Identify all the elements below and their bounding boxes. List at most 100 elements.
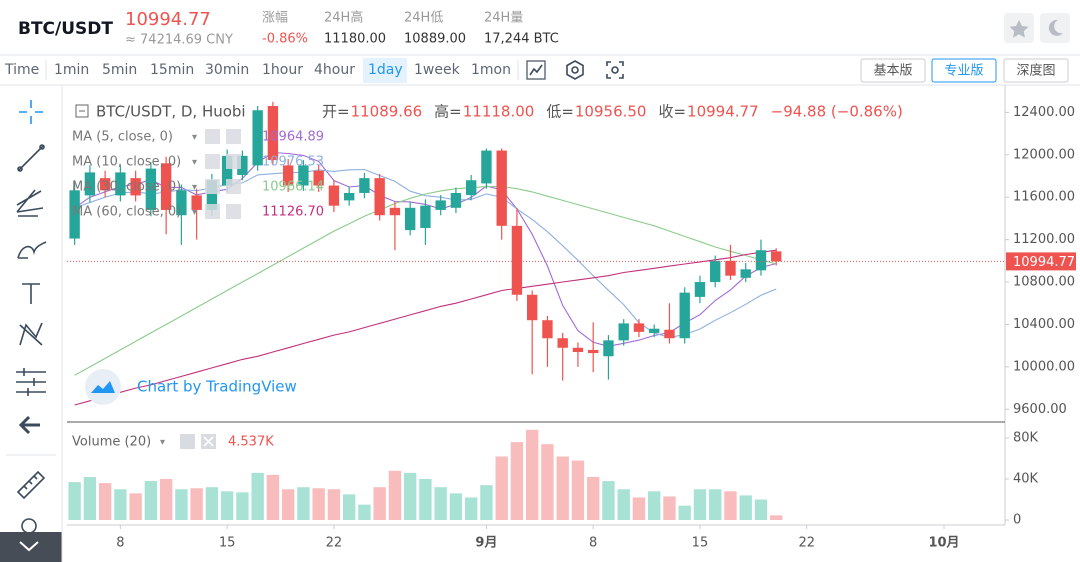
text-tool[interactable] bbox=[22, 283, 40, 304]
interval[interactable]: 15min bbox=[150, 62, 194, 78]
interval[interactable]: 1mon bbox=[471, 62, 511, 78]
volume-bar bbox=[312, 488, 325, 520]
version-button-label: 专业版 bbox=[944, 64, 983, 79]
stat-value: -0.86% bbox=[262, 32, 308, 47]
version-button[interactable] bbox=[860, 58, 926, 83]
volume-bar bbox=[739, 495, 752, 520]
ohlc-label: 收= bbox=[658, 103, 686, 121]
interval[interactable]: 1day bbox=[368, 62, 403, 78]
x-tick-label: 22 bbox=[798, 536, 815, 551]
indicator-icon[interactable] bbox=[526, 60, 546, 80]
volume-value: 4.537K bbox=[228, 435, 274, 450]
interval[interactable]: 4hour bbox=[314, 62, 355, 78]
fullscreen-icon[interactable] bbox=[606, 61, 624, 79]
stat-value: 11180.00 bbox=[324, 32, 386, 47]
candle-body bbox=[511, 225, 523, 295]
legend: 开= 11089.66 高= 11118.00 低= 10956.50 收= 10994.77… bbox=[72, 103, 903, 220]
stats: 涨幅 -0.86% 24H高 11180.00 24H低 10889.00 24H量 17,2… bbox=[262, 10, 559, 47]
interval[interactable]: 5min bbox=[102, 62, 137, 78]
volume-bar bbox=[159, 479, 173, 520]
candle-body bbox=[191, 195, 202, 210]
settings-icon[interactable] bbox=[205, 154, 220, 169]
last-price-label: 10994.77 bbox=[1013, 255, 1075, 270]
volume-bar bbox=[510, 442, 524, 520]
candle-body bbox=[771, 251, 782, 262]
drawing-tools bbox=[0, 85, 63, 562]
ma-name: MA (10, close, 0) bbox=[72, 155, 181, 170]
fullscreen-glyph bbox=[611, 66, 619, 74]
crosshair-tool[interactable] bbox=[19, 100, 43, 124]
candle-body bbox=[374, 178, 385, 216]
tool-dot bbox=[39, 144, 45, 150]
ma-line bbox=[74, 249, 777, 406]
volume-bar bbox=[281, 489, 295, 520]
version-button[interactable] bbox=[931, 58, 997, 83]
candle-body bbox=[496, 150, 507, 226]
interval[interactable]: Time bbox=[4, 62, 39, 78]
indicator-glyph bbox=[529, 64, 543, 76]
dropdown-glyph: ▾ bbox=[192, 207, 197, 218]
settings-icon[interactable] bbox=[180, 434, 195, 449]
settings-icon[interactable] bbox=[566, 60, 584, 80]
theme-button[interactable] bbox=[1040, 13, 1070, 43]
close-icon[interactable] bbox=[226, 154, 241, 169]
measure-tool[interactable] bbox=[16, 470, 46, 500]
dropdown-glyph: ▾ bbox=[192, 182, 197, 193]
volume-bar bbox=[724, 491, 737, 520]
settings-icon[interactable] bbox=[205, 179, 220, 194]
trendline-tool[interactable] bbox=[18, 145, 44, 171]
volume-bar bbox=[449, 493, 463, 520]
price-cny: ≈ 74214.69 CNY bbox=[125, 33, 233, 48]
candle-body bbox=[298, 165, 309, 186]
ma-name: MA (5, close, 0) bbox=[72, 130, 173, 145]
interval[interactable]: 1week bbox=[414, 62, 461, 78]
pattern-tool[interactable] bbox=[19, 322, 43, 346]
volume-bar bbox=[617, 489, 630, 520]
volume-bar bbox=[205, 487, 219, 520]
volume-bar bbox=[403, 472, 417, 520]
volume-bar bbox=[464, 497, 478, 520]
candle-body bbox=[69, 190, 80, 239]
volume-bar bbox=[678, 505, 691, 520]
prediction-tool[interactable] bbox=[16, 368, 46, 396]
star-icon bbox=[1009, 20, 1029, 38]
volume-bar bbox=[327, 489, 341, 520]
volume-bar bbox=[68, 482, 81, 520]
volume-bar bbox=[114, 489, 127, 520]
y-tick-label: 9600.00 bbox=[1013, 402, 1067, 417]
volume-bar bbox=[602, 481, 615, 520]
dropdown-glyph: ▾ bbox=[192, 132, 197, 143]
back-tool[interactable] bbox=[18, 415, 40, 435]
settings-icon[interactable] bbox=[205, 129, 220, 144]
y-tick-label: 10000.00 bbox=[1013, 359, 1075, 374]
fib-tool[interactable] bbox=[16, 189, 44, 217]
collapse-icon[interactable] bbox=[75, 104, 89, 118]
interval[interactable]: 1min bbox=[54, 62, 89, 78]
candle-body bbox=[618, 323, 629, 341]
interval[interactable]: 30min bbox=[205, 62, 249, 78]
watermark-glyph bbox=[91, 381, 115, 393]
candle-body bbox=[557, 338, 568, 348]
x-tick-label: 15 bbox=[219, 536, 236, 551]
watermark[interactable]: Chart by TradingView bbox=[137, 378, 297, 396]
ma-value: 10966.14 bbox=[262, 180, 324, 195]
candle-body bbox=[679, 292, 690, 339]
candle-body bbox=[404, 207, 416, 231]
interval[interactable]: 1hour bbox=[262, 62, 303, 78]
candle-body bbox=[465, 180, 477, 196]
stat-label: 涨幅 bbox=[262, 11, 288, 26]
volume-bar bbox=[770, 515, 783, 520]
candle-body bbox=[649, 328, 660, 333]
volume-bar bbox=[129, 493, 142, 520]
close-icon[interactable] bbox=[226, 129, 241, 144]
y-tick-label: 12000.00 bbox=[1013, 147, 1075, 162]
candle-body bbox=[267, 106, 279, 161]
version-button[interactable] bbox=[1003, 58, 1069, 83]
candle-body bbox=[603, 340, 614, 357]
brush-tool[interactable] bbox=[17, 241, 47, 259]
settings-icon[interactable] bbox=[205, 204, 220, 219]
candle-body bbox=[633, 323, 645, 332]
close-icon[interactable] bbox=[226, 204, 241, 219]
close-icon[interactable] bbox=[226, 179, 241, 194]
candle-body bbox=[237, 155, 248, 175]
